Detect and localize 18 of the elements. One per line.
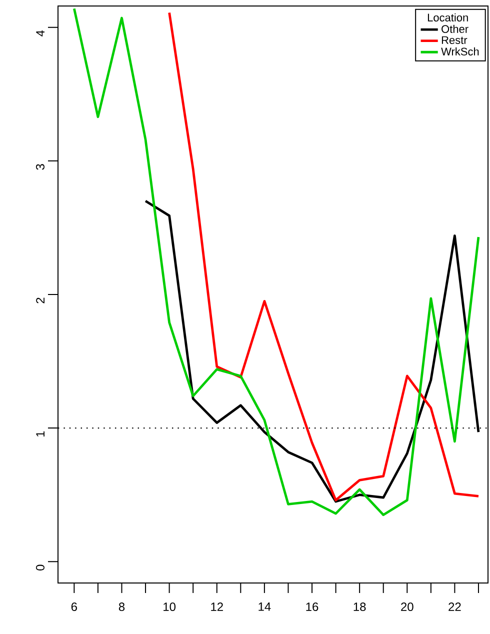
legend-label: Other [442, 24, 468, 33]
x-tick-label: 6 [71, 602, 77, 612]
y-tick-label: 4 [36, 30, 44, 36]
x-tick-label: 14 [258, 602, 271, 611]
x-tick-label: 10 [164, 602, 176, 612]
y-tick-label: 2 [36, 298, 44, 304]
x-tick-label: 22 [448, 602, 461, 611]
x-tick-label: 8 [118, 602, 125, 612]
x-tick-label: 12 [211, 602, 223, 611]
y-tick-label: 3 [36, 164, 44, 170]
y-tick-label: 0 [36, 564, 44, 570]
x-tick-label: 18 [354, 602, 366, 612]
legend-label: WrkSch [441, 47, 479, 56]
legend-label: Restr [442, 36, 468, 44]
x-tick-label: 16 [306, 602, 318, 612]
x-tick-label: 20 [401, 602, 414, 612]
legend-title: Location [428, 13, 468, 22]
y-tick-label: 1 [36, 431, 44, 436]
